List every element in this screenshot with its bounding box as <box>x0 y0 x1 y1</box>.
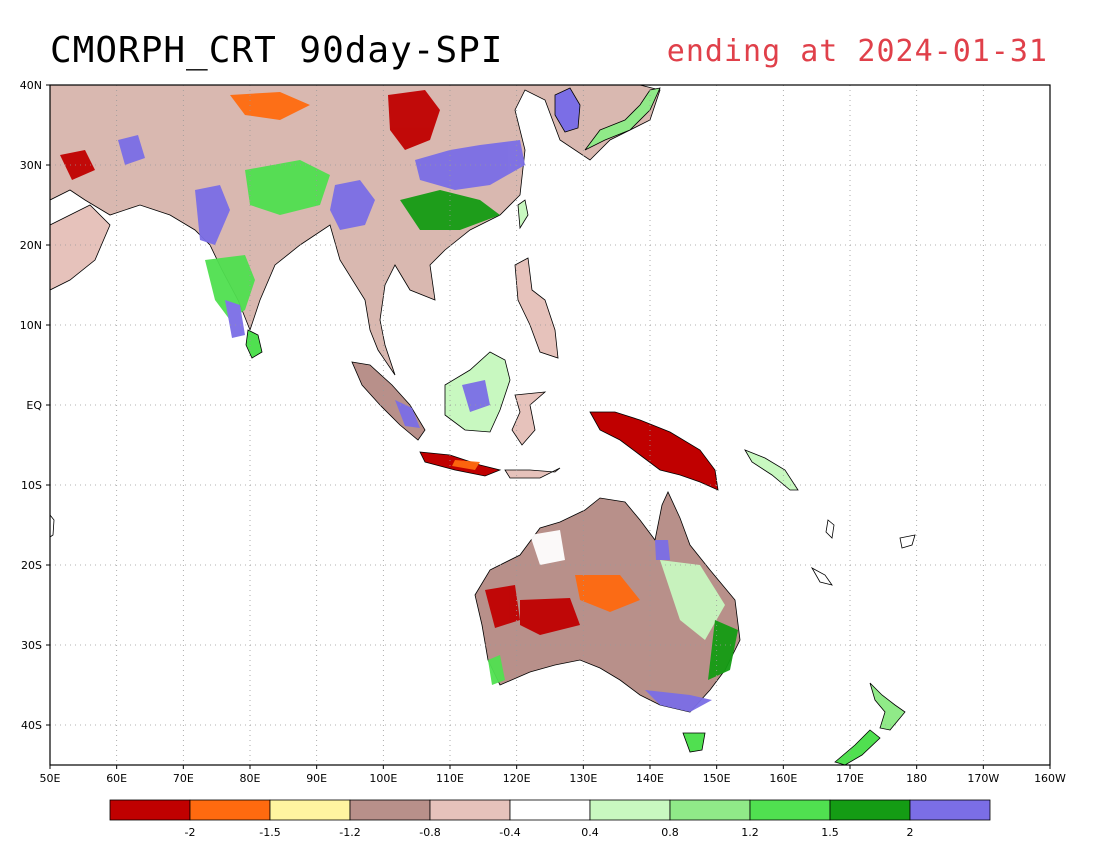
lon-label: 110E <box>436 772 464 785</box>
legend-label: -1.2 <box>339 826 360 839</box>
legend-label: -0.8 <box>419 826 440 839</box>
legend-swatch <box>189 799 271 821</box>
legend-swatch <box>109 799 191 821</box>
patch-wet-sw-australia <box>488 655 505 685</box>
lat-label: 10N <box>20 319 42 332</box>
lon-label: 160W <box>1034 772 1066 785</box>
legend-swatch <box>269 799 351 821</box>
lon-label: 70E <box>173 772 194 785</box>
patch-wet-australia-nt <box>530 530 565 565</box>
lon-label: 130E <box>569 772 597 785</box>
lat-label: EQ <box>26 399 42 412</box>
patch-wet-se-australia <box>645 690 712 712</box>
legend-swatch <box>669 799 751 821</box>
patch-dry-java <box>452 460 480 470</box>
lon-label: 80E <box>240 772 261 785</box>
legend-label: 2 <box>907 826 914 839</box>
patch-wet-borneo <box>462 380 490 412</box>
lon-label: 60E <box>106 772 127 785</box>
landmass-tasmania <box>682 732 706 753</box>
color-legend: -2 -1.5 -1.2 -0.8 -0.4 0.4 0.8 1.2 1.5 2 <box>109 799 991 839</box>
patch-wet-pakistan <box>118 135 145 165</box>
lat-label: 20S <box>21 559 42 572</box>
legend-swatch <box>429 799 511 821</box>
landmass-arabia <box>50 204 111 291</box>
legend-label: 1.5 <box>821 826 839 839</box>
map-title: CMORPH_CRT 90day-SPI <box>50 30 504 71</box>
lon-label: 170W <box>967 772 999 785</box>
landmass-madagascar-edge <box>50 514 55 538</box>
patch-wet-queensland <box>660 560 725 640</box>
lon-label: 140E <box>636 772 664 785</box>
landmass-taiwan <box>517 199 529 230</box>
legend-swatch <box>509 799 591 821</box>
legend-label: 0.4 <box>581 826 599 839</box>
landmass-solomons <box>744 449 799 491</box>
patch-dry-iran <box>60 150 95 180</box>
legend-swatch <box>909 799 991 821</box>
landmass-korea <box>554 87 581 133</box>
patch-wet-india-south <box>205 255 255 320</box>
legend-label: -1.5 <box>259 826 280 839</box>
legend-label: 0.8 <box>661 826 679 839</box>
landmass-lesser-sunda <box>504 467 561 479</box>
lat-label: 10S <box>21 479 42 492</box>
legend-label: -0.4 <box>499 826 520 839</box>
patch-dry-australia-central <box>520 598 580 635</box>
lon-label: 160E <box>769 772 797 785</box>
lat-label: 40N <box>20 79 42 92</box>
landmass-nz-north <box>869 682 906 731</box>
lat-label: 40S <box>21 719 42 732</box>
lon-label: 170E <box>836 772 864 785</box>
patch-dry-central-asia <box>230 92 310 120</box>
landmass-new-caledonia <box>810 566 833 586</box>
landmass-vanuatu <box>825 519 835 539</box>
legend-swatch <box>349 799 431 821</box>
patch-wet-east-coast <box>708 620 738 680</box>
lat-label: 30S <box>21 639 42 652</box>
landmass-newguinea <box>589 411 719 491</box>
lon-label: 150E <box>703 772 731 785</box>
map-date-subtitle: ending at 2024-01-31 <box>666 34 1048 69</box>
patch-dry-australia-north <box>575 575 640 612</box>
longitude-axis-labels: 50E 60E 70E 80E 90E 100E 110E 120E 130E 140E 150E 1… <box>40 765 1066 785</box>
lon-label: 90E <box>306 772 327 785</box>
lon-label: 180 <box>906 772 927 785</box>
spi-patches <box>60 90 738 712</box>
lat-label: 20N <box>20 239 42 252</box>
lat-label: 30N <box>20 159 42 172</box>
patch-dry-north-china <box>388 90 440 150</box>
lon-label: 120E <box>503 772 531 785</box>
lon-label: 50E <box>40 772 61 785</box>
landmass-nz-south <box>834 729 881 765</box>
lon-label: 100E <box>369 772 397 785</box>
legend-label: -2 <box>185 826 196 839</box>
patch-wet-sumatra <box>395 400 420 428</box>
patch-dry-australia-west <box>485 585 520 628</box>
legend-swatch <box>589 799 671 821</box>
map-frame <box>49 84 1051 766</box>
latitude-axis-labels: 40N 30N 20N 10N EQ 10S 20S 30S 40S <box>20 79 50 732</box>
landmass-japan <box>584 87 661 151</box>
legend-swatch <box>749 799 831 821</box>
patch-wet-cape-york <box>655 540 670 560</box>
legend-label: 1.2 <box>741 826 759 839</box>
patch-wet-india-west <box>195 185 230 245</box>
patch-wet-india-tip <box>225 300 245 338</box>
legend-swatch <box>829 799 911 821</box>
landmass-philippines <box>514 257 559 359</box>
patch-wet-bay-bengal <box>330 180 375 230</box>
patch-wet-tibet-green <box>245 160 330 215</box>
landmass-fiji <box>899 534 916 549</box>
